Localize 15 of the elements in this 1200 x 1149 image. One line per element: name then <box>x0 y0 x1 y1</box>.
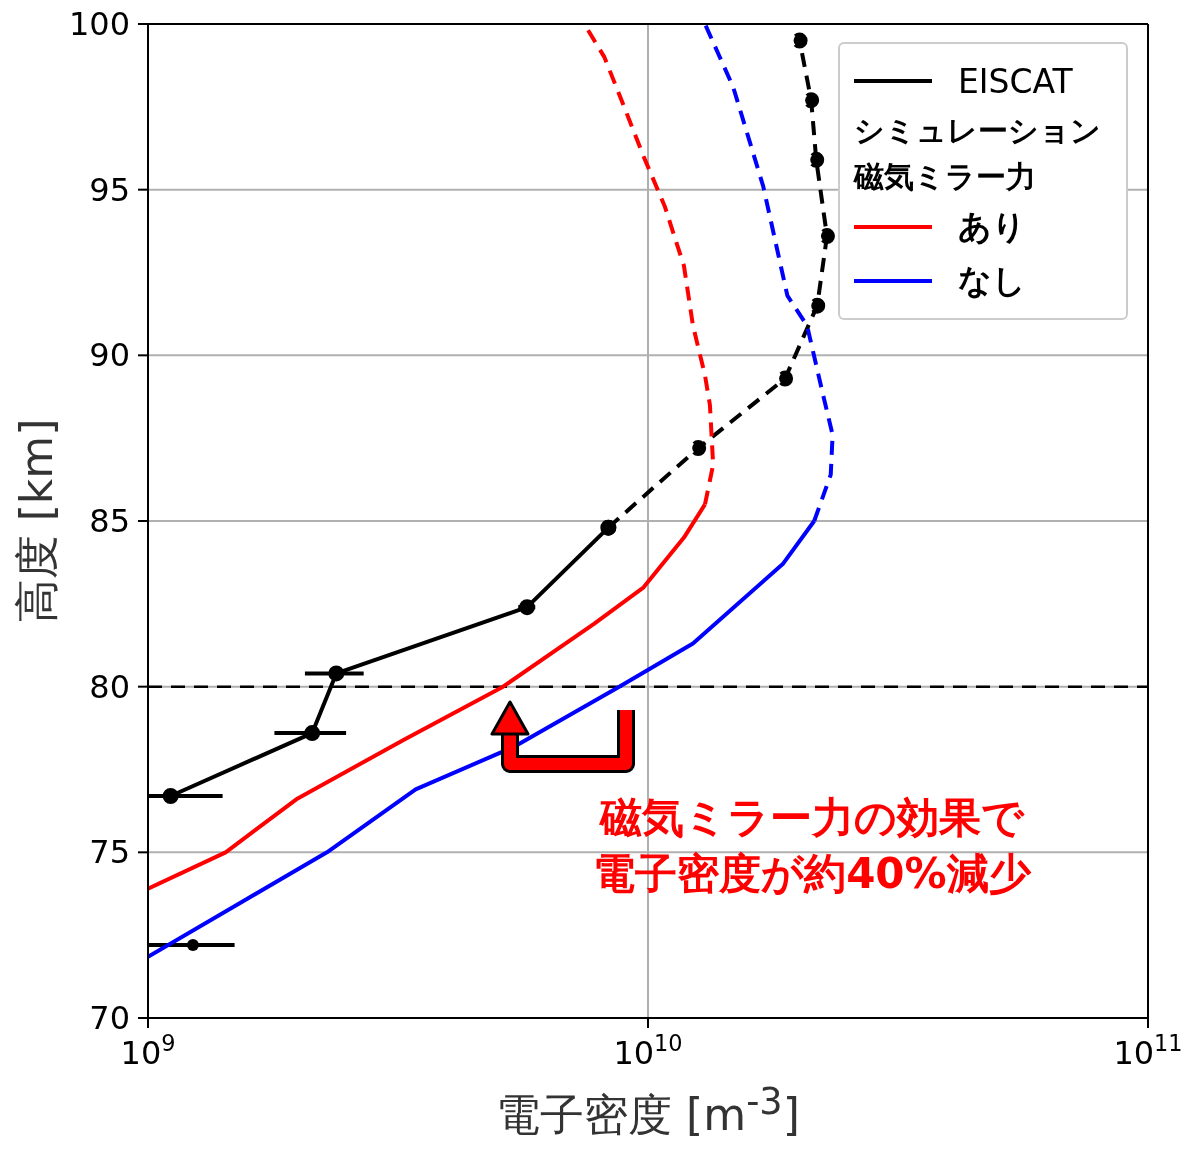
x-axis-title: 電子密度 [m$^{-3}$] <box>495 1080 801 1142</box>
y-tick-label: 75 <box>89 833 130 872</box>
y-axis-title: 高度 [km] <box>10 418 63 624</box>
legend-label: EISCAT <box>958 61 1073 101</box>
annotation: 磁気ミラー力の効果で電子密度が約40%減少 <box>592 792 1033 900</box>
legend-title: シミュレーション磁気ミラー力 <box>854 112 1102 196</box>
y-tick-label: 85 <box>89 502 130 540</box>
y-tick-label: 90 <box>89 336 130 375</box>
y-tick-label: 80 <box>89 667 130 706</box>
y-tick-label: 100 <box>68 5 130 43</box>
legend-label: あり <box>958 205 1026 248</box>
y-tick-label: 95 <box>89 170 130 209</box>
x-tick-label: 10$^{10}$ <box>613 1030 683 1072</box>
legend-label: なし <box>958 259 1026 302</box>
x-tick-label: 10$^{11}$ <box>1113 1030 1183 1072</box>
